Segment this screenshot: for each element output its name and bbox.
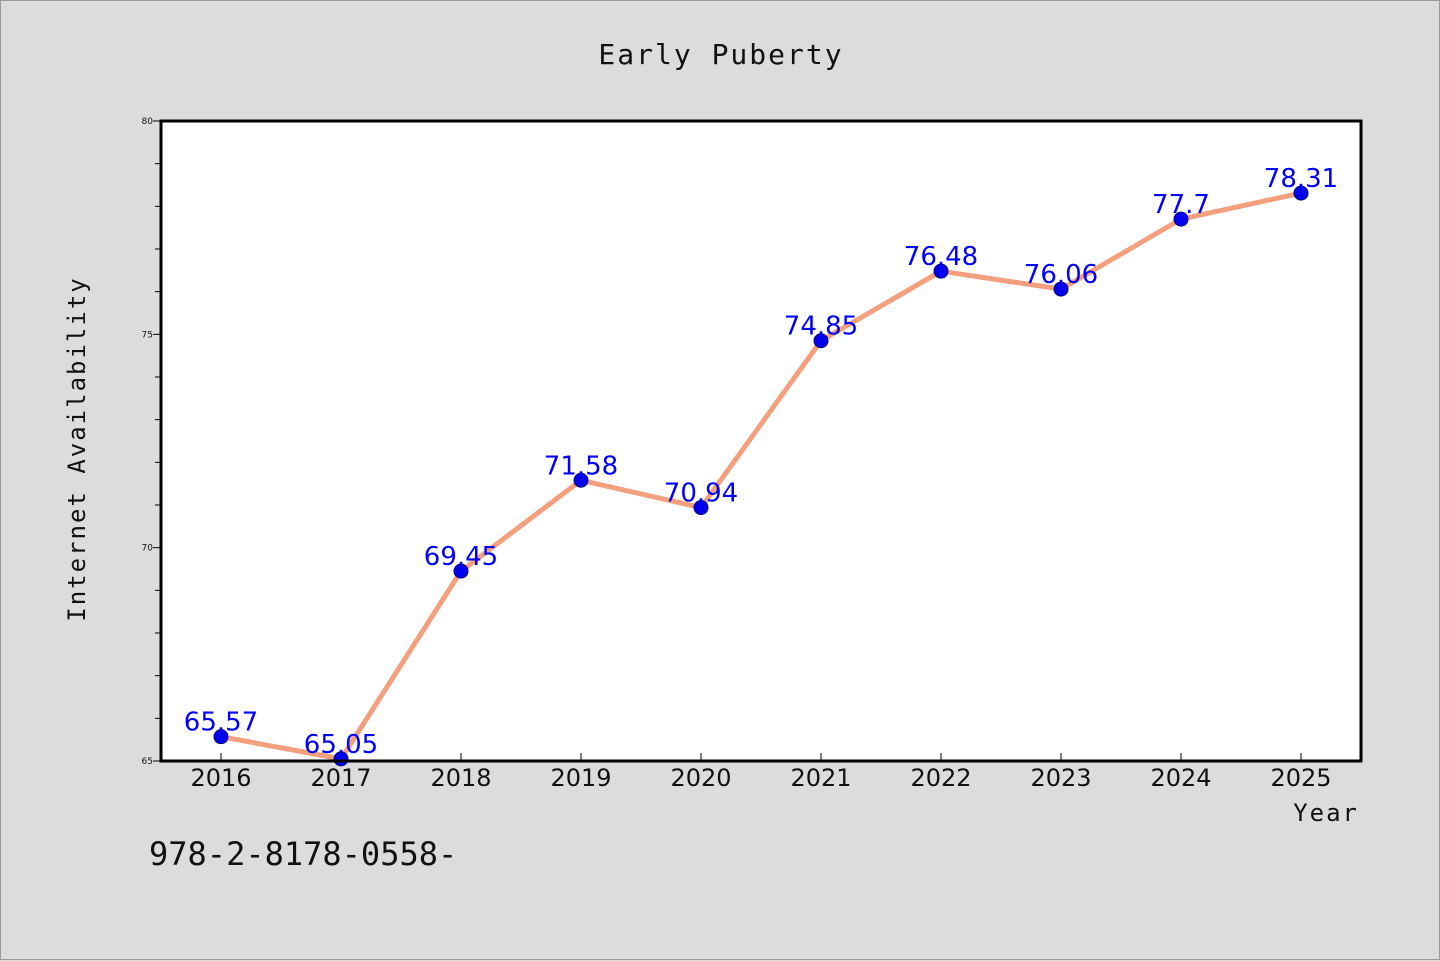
x-tick-label: 2017 [310,764,371,792]
x-tick-label: 2022 [910,764,971,792]
y-tick-label: 65 [142,757,153,767]
x-axis-label: Year [1293,799,1359,827]
x-tick-label: 2016 [190,764,251,792]
x-axis-ticks: 2016 2017 2018 2019 2020 2021 2022 2023 2024 2025 [190,753,1332,792]
data-value-label: 76.06 [1024,260,1098,290]
data-point-marker [1293,185,1309,201]
data-value-label: 77.7 [1152,190,1210,220]
data-point-marker [1173,211,1189,227]
data-point-marker [693,500,709,516]
y-axis-ticks: 65 70 75 80 [142,117,161,767]
data-point-marker [573,472,589,488]
data-value-label: 74.85 [784,312,858,342]
data-labels: 65.57 65.05 69.45 71.58 70.94 74.85 76.48 76.06… [184,164,1338,760]
plot-frame [159,119,1363,763]
data-value-label: 71.58 [544,451,618,481]
data-point-marker [213,729,229,745]
x-tick-label: 2025 [1270,764,1331,792]
chart-title: Early Puberty [598,38,843,71]
y-tick-label: 75 [142,330,153,340]
x-tick-label: 2024 [1150,764,1211,792]
x-tick-label: 2021 [790,764,851,792]
data-value-label: 76.48 [904,242,978,272]
y-tick-label: 80 [142,117,154,127]
series-line [218,190,1304,762]
data-point-marker [813,333,829,349]
data-point-marker [453,563,469,579]
data-point-marker [933,263,949,279]
data-value-label: 78.31 [1264,164,1338,194]
plot-area [161,121,1361,761]
footer-identifier: 978-2-8178-0558- [149,835,457,873]
data-value-label: 70.94 [664,479,738,509]
data-value-label: 65.57 [184,708,258,738]
x-tick-label: 2020 [670,764,731,792]
y-axis-label: Internet Availability [63,276,91,621]
x-tick-label: 2023 [1030,764,1091,792]
data-point-marker [1053,281,1069,297]
data-value-label: 65.05 [304,730,378,760]
y-tick-label: 70 [142,544,154,554]
data-value-label: 69.45 [424,542,498,572]
x-tick-label: 2018 [430,764,491,792]
x-tick-label: 2019 [550,764,611,792]
